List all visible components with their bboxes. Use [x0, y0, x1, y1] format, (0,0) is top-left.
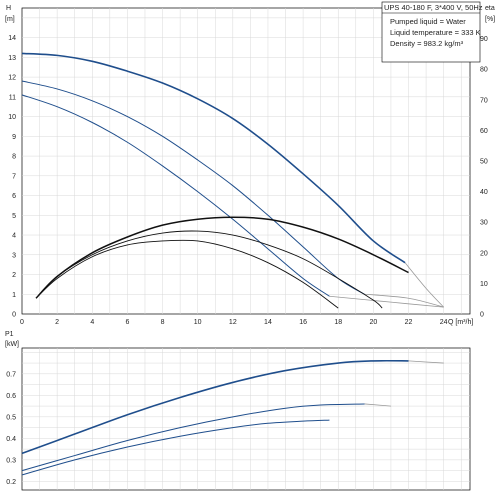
chart-title: UPS 40-180 F, 3*400 V, 50Hz — [384, 3, 483, 12]
info-line-liquid: Pumped liquid = Water — [390, 17, 466, 26]
x-tick-label: 6 — [125, 319, 129, 326]
head-curve — [21, 94, 330, 297]
power-chart-grid — [21, 347, 471, 491]
power-plot-frame — [21, 347, 471, 491]
power-y-tick-label: 0.6 — [6, 393, 16, 400]
power-y-tick-label: 0.4 — [6, 436, 16, 443]
y2-axis-unit: [%] — [485, 16, 495, 23]
y-tick-label: 8 — [12, 154, 16, 161]
efficiency-curve — [35, 230, 383, 309]
y-tick-label: 12 — [8, 75, 16, 82]
x-tick-label: 2 — [55, 319, 59, 326]
head-curve-extension — [329, 295, 444, 308]
power-y-tick-label: 0.7 — [6, 371, 16, 378]
x-axis-label: Q [m³/h] — [448, 319, 473, 326]
x-tick-label: 12 — [229, 319, 237, 326]
y-tick-label: 4 — [12, 233, 16, 240]
y2-axis-label: eta — [485, 5, 495, 12]
info-line-density: Density = 983.2 kg/m³ — [390, 39, 464, 48]
power-curve-extension — [408, 360, 444, 364]
x-tick-label: 18 — [334, 319, 342, 326]
head-curve-extension — [364, 293, 444, 308]
y-tick-label: 9 — [12, 134, 16, 141]
power-curve — [21, 359, 409, 455]
head-chart-series — [21, 52, 444, 309]
info-box — [381, 1, 481, 63]
axis-ticks: 0 2 4 6 8 10 12 14 16 18 20 22 240123456789101112131… — [6, 35, 488, 486]
y-axis-unit: [m] — [5, 16, 15, 23]
power-curve — [21, 403, 365, 472]
y-tick-label: 5 — [12, 213, 16, 220]
head-plot-frame — [21, 7, 471, 315]
y-axis-label: H — [6, 5, 11, 12]
y-tick-label: 0 — [12, 312, 16, 319]
y2-tick-label: 50 — [480, 159, 488, 166]
x-tick-label: 14 — [264, 319, 272, 326]
y-tick-label: 14 — [8, 35, 16, 42]
power-y-tick-label: 0.5 — [6, 414, 16, 421]
x-tick-label: 8 — [161, 319, 165, 326]
y-tick-label: 1 — [12, 292, 16, 299]
power-chart-series — [21, 359, 444, 476]
y-tick-label: 7 — [12, 173, 16, 180]
head-curve — [21, 80, 365, 295]
y2-tick-label: 40 — [480, 189, 488, 196]
y-tick-label: 13 — [8, 55, 16, 62]
x-tick-label: 0 — [20, 319, 24, 326]
y2-tick-label: 70 — [480, 97, 488, 104]
efficiency-curve — [35, 216, 409, 299]
x-tick-label: 10 — [194, 319, 202, 326]
y2-tick-label: 60 — [480, 128, 488, 135]
y2-tick-label: 30 — [480, 220, 488, 227]
x-tick-label: 4 — [90, 319, 94, 326]
y-tick-label: 6 — [12, 193, 16, 200]
power-y-axis-label: P1 — [5, 331, 14, 338]
head-curve-extension — [404, 262, 444, 308]
power-y-tick-label: 0.3 — [6, 457, 16, 464]
y2-tick-label: 20 — [480, 250, 488, 257]
info-line-temperature: Liquid temperature = 333 K — [390, 28, 481, 37]
y-tick-label: 2 — [12, 272, 16, 279]
y-tick-label: 11 — [9, 94, 16, 101]
power-y-tick-label: 0.2 — [6, 479, 16, 486]
y2-tick-label: 90 — [480, 36, 488, 43]
x-tick-label: 16 — [299, 319, 307, 326]
y-tick-label: 3 — [12, 252, 16, 259]
y-tick-label: 10 — [8, 114, 16, 121]
head-curve — [21, 52, 406, 264]
power-curve — [21, 419, 330, 476]
y2-tick-label: 80 — [480, 67, 488, 74]
efficiency-curve — [35, 239, 339, 309]
power-y-axis-unit: [kW] — [5, 341, 19, 348]
y2-tick-label: 10 — [480, 281, 488, 288]
power-curve-extension — [364, 403, 391, 407]
y2-tick-label: 0 — [480, 312, 484, 319]
x-tick-label: 22 — [405, 319, 413, 326]
x-tick-label: 20 — [369, 319, 377, 326]
x-tick-label: 24 — [440, 319, 448, 326]
